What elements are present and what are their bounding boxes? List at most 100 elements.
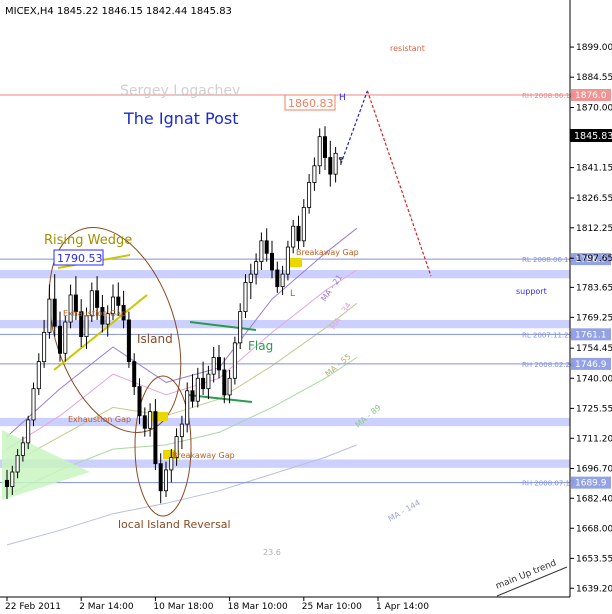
y-tick-label: 1899.00 [576, 43, 612, 53]
resistance-label: resistant [390, 44, 425, 53]
x-axis-ticks: 22 Feb 2011 2 Mar 14:00 10 Mar 18:00 18 Mar… [5, 597, 429, 612]
candle-body [195, 377, 200, 402]
y-tick-label: 1797.65 [576, 254, 612, 264]
y-tick-label: 1884.55 [576, 73, 612, 83]
candle-body [322, 136, 327, 158]
y-tick-label: 1682.40 [576, 494, 612, 504]
level-tag [571, 88, 611, 101]
candle-body [259, 240, 264, 263]
candle-body [201, 377, 206, 390]
candle-body [243, 282, 248, 313]
candle-body [42, 332, 47, 363]
candle-body [36, 361, 41, 390]
chart-header: MICEX,H4 1845.22 1846.15 1842.44 1845.83 [5, 6, 232, 17]
candle-body [163, 469, 168, 492]
gap-bands [0, 269, 570, 468]
candle-body [291, 225, 296, 248]
candle-body [338, 157, 343, 160]
candle-body [280, 273, 285, 288]
x-tick-label: 22 Feb 2011 [5, 602, 61, 612]
y-tick-label: 1841.15 [576, 164, 612, 174]
wedge-value-box [53, 249, 104, 266]
candle-body [137, 386, 142, 417]
flag-label: Flag [248, 339, 273, 353]
candle-body [264, 240, 269, 254]
candle-body [5, 479, 10, 487]
peak-value-label: 1860.83 [288, 97, 334, 110]
gap-marker [288, 258, 302, 267]
peak-value-box [284, 94, 336, 111]
y-tick-label: 1769.25 [576, 313, 612, 323]
y-tick-label: 1826.55 [576, 194, 612, 204]
level-tag [571, 476, 611, 489]
candle-body [248, 273, 253, 283]
price-tag [570, 129, 612, 142]
level-tag [571, 253, 611, 266]
candle-body [105, 313, 110, 325]
exhaustion-gap-label: Exhaustion Gap [63, 309, 126, 318]
y-tick-label: 1783.65 [576, 283, 612, 293]
candle-body [111, 296, 116, 315]
candle-body [328, 157, 333, 175]
candle-body [58, 325, 63, 354]
level-tag [571, 357, 611, 370]
candle-body [206, 373, 211, 390]
candle-body [238, 311, 243, 344]
candle-body [211, 357, 216, 375]
candle-body [126, 319, 131, 363]
candle-body [269, 252, 274, 271]
candle-body [79, 311, 84, 338]
x-tick-label: 18 Mar 10:00 [228, 602, 288, 612]
candle-body [296, 225, 301, 242]
level-tag-label: 1876.0 [575, 91, 607, 101]
y-tick-label: 1725.55 [576, 404, 612, 414]
wedge-value-label: 1790.53 [57, 252, 103, 265]
candle-body [333, 152, 338, 175]
candle-body [185, 390, 190, 425]
candle-body [312, 165, 317, 183]
candle-body [26, 419, 31, 444]
exhaustion-gap-label: Exhaustion Gap [68, 415, 131, 424]
rising-wedge-label: Rising Wedge [44, 233, 132, 248]
candle-body [222, 369, 227, 396]
wedge-bottom-line [53, 294, 148, 371]
candle-body [100, 307, 105, 325]
candle-body [89, 290, 94, 317]
price-tag-label: 1845.83 [574, 131, 612, 142]
flag-top-line [189, 321, 257, 331]
island-reversal-ellipse [134, 375, 192, 517]
y-tick-label: 1711.20 [576, 434, 612, 444]
level-label: RL 2008.06.10 [522, 256, 573, 264]
level-tag-label: 1689.9 [575, 479, 607, 489]
candle-body [227, 377, 232, 396]
y-tick-label: 1812.25 [576, 224, 612, 234]
candle-body [68, 294, 73, 323]
candle-body [15, 454, 20, 473]
candle-body [148, 411, 153, 429]
x-tick-label: 10 Mar 18:00 [153, 602, 213, 612]
main-uptrend-line [496, 566, 568, 597]
candle-body [153, 411, 158, 465]
low-level-label: 23.6 [263, 548, 281, 557]
candle-body [275, 269, 280, 288]
y-tick-label: 1740.00 [576, 374, 612, 384]
candle-body [95, 290, 100, 308]
breakaway-gap-label: Breakaway Gap [296, 248, 359, 257]
candle-body [47, 298, 52, 333]
candle-body [63, 321, 68, 354]
forecast-up-line [340, 90, 368, 164]
x-tick-label: 25 Mar 10:00 [302, 602, 362, 612]
candle-body [52, 298, 57, 327]
candle-body [116, 296, 121, 306]
candle-body [174, 436, 179, 458]
moving-average-line [6, 444, 357, 546]
low-l-label: L [290, 289, 295, 299]
level-label: RH 2008.02.24 [522, 361, 575, 369]
level-tag-label: 1746.9 [575, 360, 607, 370]
breakaway-gap-label: Breakaway Gap [172, 451, 235, 460]
y-tick-label: 1668.00 [576, 524, 612, 534]
candle-body [285, 246, 290, 275]
gap-band [0, 319, 570, 329]
gap-marker [152, 412, 168, 421]
